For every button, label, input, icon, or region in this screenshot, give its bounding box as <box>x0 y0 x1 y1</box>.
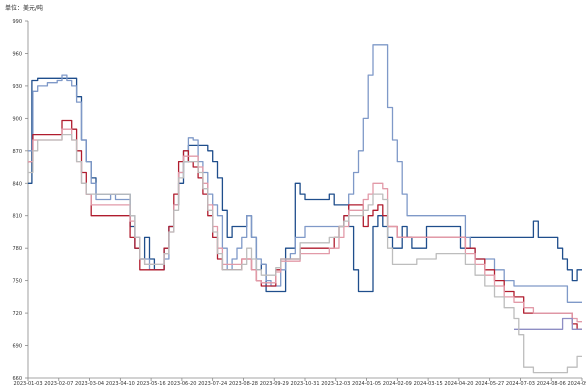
x-tick-label: 2024-03-15 <box>414 381 443 385</box>
series-layer <box>28 45 582 373</box>
x-tick-label: 2023-08-28 <box>229 381 258 385</box>
series-line-2 <box>28 45 582 303</box>
x-tick-label: 2024-09-11 <box>567 381 586 385</box>
y-tick-label: 870 <box>12 149 22 155</box>
x-tick-label: 2023-04-10 <box>106 381 135 385</box>
series-line-1 <box>28 78 582 291</box>
x-tick-label: 2024-07-03 <box>506 381 535 385</box>
y-tick-label: 840 <box>12 181 22 187</box>
y-tick-label: 930 <box>12 84 22 90</box>
x-tick-label: 2023-06-20 <box>167 381 196 385</box>
x-tick-label: 2023-03-04 <box>75 381 104 385</box>
x-tick-label: 2023-10-31 <box>290 381 319 385</box>
series-line-4 <box>28 129 582 322</box>
chart-axes: 6606907207507808108408709009309609902023… <box>12 19 586 385</box>
x-tick-label: 2023-07-24 <box>198 381 227 385</box>
y-tick-label: 690 <box>12 344 22 350</box>
y-tick-label: 780 <box>12 246 22 252</box>
series-line-3 <box>28 121 582 330</box>
x-tick-label: 2023-01-03 <box>13 381 42 385</box>
x-tick-label: 2024-01-05 <box>352 381 381 385</box>
y-tick-label: 750 <box>12 279 22 285</box>
x-tick-label: 2023-05-16 <box>137 381 166 385</box>
x-tick-label: 2023-12-03 <box>321 381 350 385</box>
x-tick-label: 2024-08-06 <box>537 381 566 385</box>
x-tick-label: 2024-04-20 <box>444 381 473 385</box>
series-line-5 <box>514 319 582 330</box>
y-tick-label: 960 <box>12 51 22 57</box>
y-tick-label: 720 <box>12 311 22 317</box>
x-tick-label: 2023-02-07 <box>44 381 73 385</box>
y-tick-label: 900 <box>12 116 22 122</box>
y-tick-label: 990 <box>12 19 22 25</box>
x-tick-label: 2024-02-09 <box>383 381 412 385</box>
x-tick-label: 2023-09-29 <box>260 381 289 385</box>
y-tick-label: 810 <box>12 214 22 220</box>
x-tick-label: 2024-05-27 <box>475 381 504 385</box>
